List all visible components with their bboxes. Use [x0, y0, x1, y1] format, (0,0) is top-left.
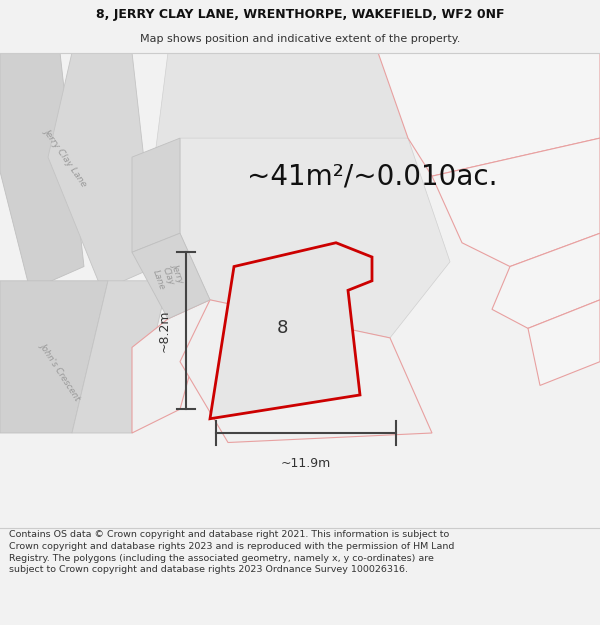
Text: Jerry
Clay
Lane: Jerry Clay Lane	[151, 261, 185, 291]
Polygon shape	[432, 138, 600, 266]
Polygon shape	[132, 233, 210, 319]
Text: ~8.2m: ~8.2m	[158, 309, 171, 352]
Polygon shape	[72, 281, 168, 433]
Polygon shape	[132, 300, 210, 433]
Polygon shape	[378, 52, 600, 176]
Polygon shape	[48, 52, 156, 290]
Polygon shape	[180, 300, 432, 442]
Text: 8, JERRY CLAY LANE, WRENTHORPE, WAKEFIELD, WF2 0NF: 8, JERRY CLAY LANE, WRENTHORPE, WAKEFIEL…	[96, 8, 504, 21]
Text: Map shows position and indicative extent of the property.: Map shows position and indicative extent…	[140, 34, 460, 44]
Text: Jerry Clay Lane: Jerry Clay Lane	[43, 127, 89, 188]
Polygon shape	[0, 281, 108, 433]
Polygon shape	[180, 138, 450, 338]
Polygon shape	[528, 300, 600, 386]
Polygon shape	[156, 52, 420, 233]
Text: ~41m²/~0.010ac.: ~41m²/~0.010ac.	[247, 162, 497, 190]
Polygon shape	[132, 138, 180, 252]
Text: 8: 8	[277, 319, 287, 338]
Text: ~11.9m: ~11.9m	[281, 457, 331, 470]
Polygon shape	[210, 242, 372, 419]
Polygon shape	[0, 52, 84, 290]
Polygon shape	[492, 233, 600, 328]
Text: John's Crescent: John's Crescent	[38, 341, 82, 401]
Text: Contains OS data © Crown copyright and database right 2021. This information is : Contains OS data © Crown copyright and d…	[9, 530, 454, 574]
